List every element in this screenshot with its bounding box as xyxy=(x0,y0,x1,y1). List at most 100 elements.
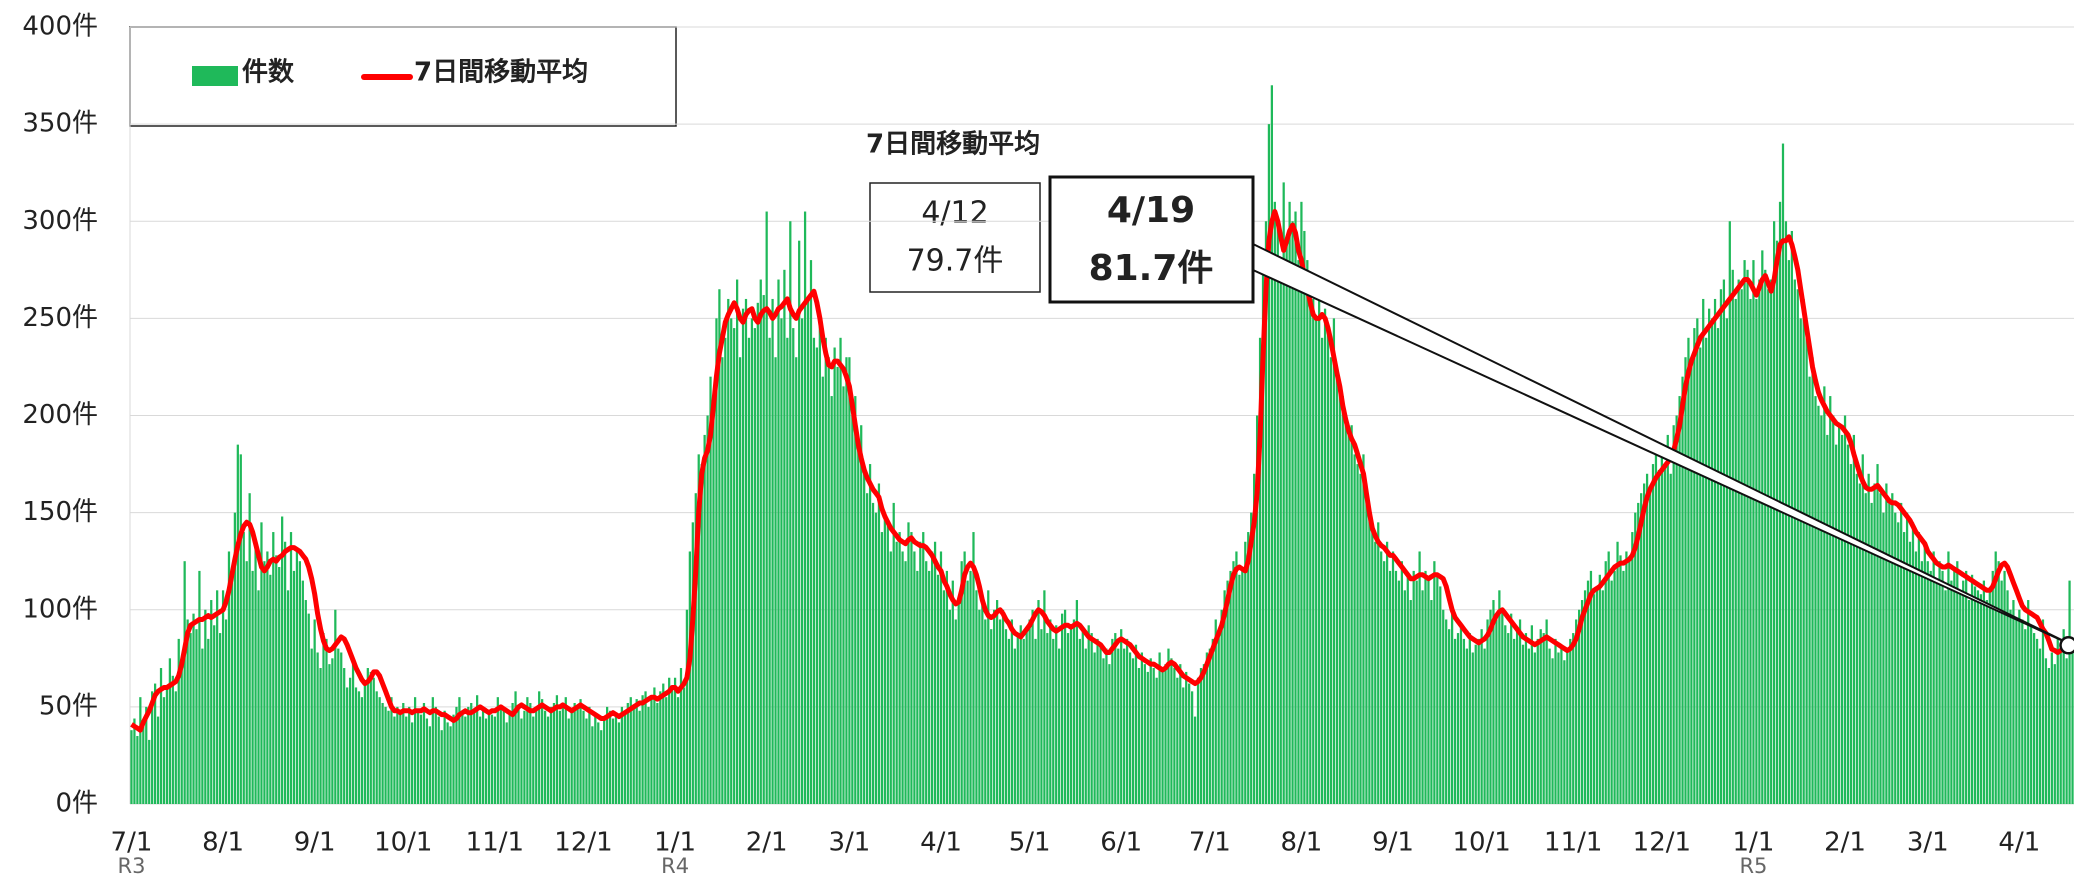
bar xyxy=(866,493,869,804)
bar xyxy=(1060,613,1064,804)
bar xyxy=(177,638,180,804)
bar xyxy=(431,697,434,804)
bar xyxy=(1598,574,1601,804)
bar xyxy=(762,295,765,804)
bar xyxy=(248,493,251,804)
bar xyxy=(1383,561,1386,804)
bar xyxy=(1279,260,1282,805)
x-tick-label: 8/1 xyxy=(202,828,244,858)
bar xyxy=(1391,551,1395,804)
bar xyxy=(606,706,609,804)
bar xyxy=(304,600,307,804)
bar xyxy=(1288,201,1291,804)
bar xyxy=(567,718,570,804)
bar xyxy=(1518,619,1522,804)
bar xyxy=(1465,648,1468,804)
bar xyxy=(1388,570,1392,804)
bar xyxy=(328,664,331,804)
bar xyxy=(895,541,898,804)
bar xyxy=(1900,502,1903,804)
bar xyxy=(1397,580,1401,804)
bar xyxy=(189,633,192,804)
bar xyxy=(1439,586,1442,804)
bar xyxy=(806,298,810,804)
bar xyxy=(1066,633,1070,804)
bar xyxy=(396,706,399,804)
bar xyxy=(1705,337,1708,804)
bar xyxy=(1622,570,1625,804)
bar xyxy=(487,710,491,804)
bar xyxy=(1335,376,1338,804)
bar xyxy=(1344,415,1347,804)
bar xyxy=(1929,570,1932,804)
bar xyxy=(1719,289,1723,804)
bar xyxy=(514,691,517,804)
bar xyxy=(1867,473,1870,804)
bar xyxy=(1315,318,1318,804)
bar xyxy=(2056,638,2059,804)
bar xyxy=(868,464,872,804)
bar xyxy=(830,396,833,804)
bar xyxy=(1575,619,1578,804)
bar xyxy=(1920,561,1923,804)
bar xyxy=(1105,648,1108,804)
bar xyxy=(1507,633,1510,804)
bar xyxy=(662,683,665,804)
bar xyxy=(839,337,842,804)
bar xyxy=(736,279,739,804)
bar xyxy=(1710,318,1714,804)
bar xyxy=(561,706,564,804)
bar xyxy=(502,710,505,804)
bar xyxy=(1004,629,1008,804)
bar xyxy=(1196,677,1200,804)
bar xyxy=(156,716,160,804)
bar xyxy=(1696,318,1699,804)
bar xyxy=(597,722,600,804)
bar xyxy=(789,221,792,804)
bar xyxy=(535,706,538,804)
bar xyxy=(1161,671,1164,804)
y-tick-label: 0件 xyxy=(55,789,98,819)
bar xyxy=(1211,638,1214,804)
bar xyxy=(1888,502,1891,804)
bar xyxy=(1840,434,1844,804)
bar xyxy=(2035,638,2039,804)
bar xyxy=(180,664,183,804)
bar xyxy=(366,668,369,804)
bar xyxy=(706,415,709,804)
bar xyxy=(1515,629,1519,804)
bar xyxy=(316,652,319,804)
bar xyxy=(611,718,615,804)
bar xyxy=(1832,415,1835,804)
bar xyxy=(529,702,532,804)
bar xyxy=(1962,580,1965,804)
bar xyxy=(1312,298,1315,804)
bar xyxy=(464,716,467,804)
bar xyxy=(1510,613,1513,804)
bar xyxy=(901,551,904,804)
bar xyxy=(1879,493,1882,804)
era-label: R4 xyxy=(661,854,689,875)
bar xyxy=(473,710,476,804)
bar xyxy=(1820,415,1823,804)
bar xyxy=(1722,279,1726,804)
bar xyxy=(1645,473,1649,804)
bar xyxy=(2030,625,2033,804)
bar xyxy=(1764,269,1767,804)
bar xyxy=(564,697,567,804)
bar xyxy=(1979,594,1983,804)
bar xyxy=(614,714,618,804)
bar xyxy=(1669,473,1672,804)
bar xyxy=(1371,532,1374,804)
bar xyxy=(691,522,694,804)
bar xyxy=(517,706,520,804)
bar xyxy=(470,702,473,804)
bar xyxy=(821,376,824,804)
annotation-title: 7日間移動平均 xyxy=(866,130,1040,160)
bar xyxy=(1134,644,1138,804)
bar xyxy=(1430,600,1433,804)
bar xyxy=(1699,347,1702,804)
bar xyxy=(768,337,771,804)
bar xyxy=(555,695,559,804)
